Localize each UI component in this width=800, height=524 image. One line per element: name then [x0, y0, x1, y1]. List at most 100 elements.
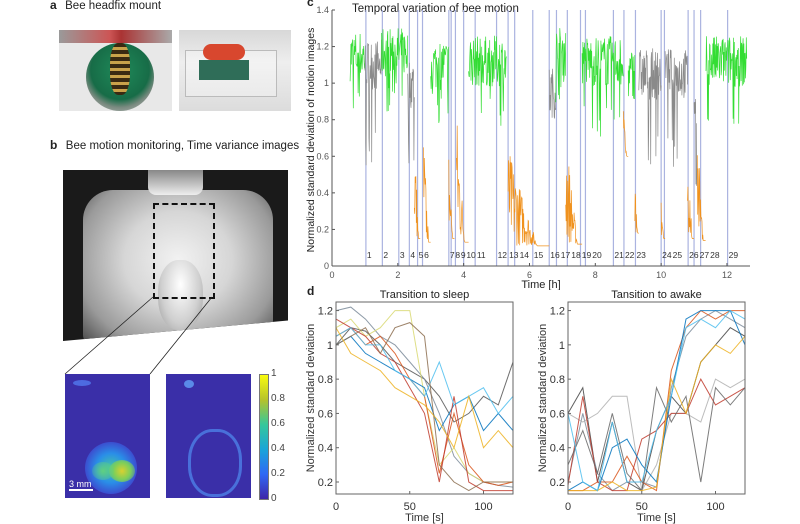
motion-trace-active — [381, 28, 409, 112]
y-tick-label: 0.8 — [318, 374, 333, 386]
motion-trace-rest — [664, 49, 688, 167]
motion-trace-sleep — [634, 193, 639, 234]
y-tick-label: 0.2 — [318, 477, 333, 489]
motion-trace-rest — [407, 62, 415, 164]
series-line — [567, 377, 746, 492]
series-line — [335, 318, 513, 492]
event-label: 19 — [582, 250, 592, 260]
event-label: 29 — [729, 250, 739, 260]
event-label: 7 — [450, 250, 455, 260]
event-label: 3 — [400, 250, 405, 260]
zoom-connector-lines — [64, 296, 213, 375]
motion-trace-sleep — [660, 202, 666, 239]
colorbar-tick: 0.4 — [271, 443, 285, 454]
motion-trace-sleep — [622, 111, 629, 157]
motion-trace-active — [627, 52, 636, 100]
x-tick-label: 0 — [329, 270, 334, 280]
event-label: 16 — [550, 250, 560, 260]
y-tick-label: 1.4 — [316, 5, 329, 15]
colorbar — [259, 374, 269, 500]
motion-trace-sleep — [448, 159, 455, 239]
bee-headfix-side-photo — [179, 30, 291, 111]
motion-trace-sleep — [413, 176, 421, 239]
event-label: 13 — [509, 250, 519, 260]
motion-trace-active — [555, 28, 567, 103]
motion-trace-active — [349, 33, 366, 109]
x-tick-label: 10 — [656, 270, 666, 280]
event-label: 10 — [466, 250, 476, 260]
transition-to-sleep-chart: Transition to sleep 0.2 0.4 0.6 0.8 1 1.2 0 50 10… — [305, 289, 514, 524]
colorbar-tick: 0.8 — [271, 393, 285, 404]
y-tick-label: 1 — [327, 340, 333, 352]
x-tick-label: 12 — [722, 270, 732, 280]
y-tick-label: 0.2 — [316, 224, 329, 234]
event-label: 25 — [673, 250, 683, 260]
y-tick-label: 0.8 — [316, 115, 329, 125]
event-label: 2 — [383, 250, 388, 260]
motion-trace-sleep — [565, 166, 583, 245]
y-tick-label: 1.2 — [318, 306, 333, 318]
series-line — [567, 309, 746, 492]
series-line — [567, 378, 746, 493]
y-tick-label: 0.4 — [316, 188, 329, 198]
event-label: 27 — [700, 250, 710, 260]
event-label: 5 — [419, 250, 424, 260]
temporal-variation-chart: Temporal variation of bee motion 0 0.2 0.4 0… — [305, 3, 750, 290]
y-tick-label: 0 — [324, 261, 329, 271]
event-label: 22 — [625, 250, 635, 260]
series-line — [335, 327, 514, 415]
motion-trace-rest — [364, 39, 382, 166]
chart-title: Tansition to awake — [611, 289, 702, 301]
bee-monitoring-photo — [63, 170, 288, 341]
motion-trace-active — [581, 36, 624, 137]
time-variance-image-sleep — [166, 374, 251, 498]
panel-a-header: a Bee headfix mount — [50, 0, 161, 14]
x-tick-label: 6 — [527, 270, 532, 280]
panel-b-header: b Bee motion monitoring, Time variance i… — [50, 136, 299, 154]
x-tick-label: 50 — [404, 501, 416, 513]
x-tick-label: 4 — [461, 270, 466, 280]
motion-trace-rest — [638, 48, 662, 165]
y-tick-label: 1 — [559, 340, 565, 352]
panel-b-label: b — [50, 138, 58, 152]
motion-trace-rest — [693, 98, 698, 186]
bee-headfix-top-photo — [59, 30, 172, 111]
event-label: 12 — [498, 250, 508, 260]
event-label: 1 — [367, 250, 372, 260]
y-tick-label: 0.2 — [550, 477, 565, 489]
event-label: 26 — [689, 250, 699, 260]
series-line — [567, 385, 746, 492]
y-tick-label: 0.6 — [316, 151, 329, 161]
x-axis-label: Time [s] — [637, 512, 676, 524]
x-tick-label: 100 — [706, 501, 724, 513]
x-axis-label: Time [h] — [521, 279, 560, 290]
event-label: 18 — [571, 250, 581, 260]
series-line — [335, 327, 514, 486]
motion-trace-sleep — [507, 156, 550, 247]
x-axis-label: Time [s] — [405, 512, 444, 524]
colorbar-tick: 0.2 — [271, 468, 285, 479]
x-tick-label: 0 — [333, 501, 339, 513]
motion-trace-active — [430, 43, 450, 123]
panel-d-label: d — [307, 284, 315, 298]
event-label: 8 — [455, 250, 460, 260]
series-line — [335, 327, 514, 449]
colorbar-tick: 0.6 — [271, 418, 285, 429]
colorbar-ticks: 1 0.8 0.6 0.4 0.2 0 — [271, 368, 285, 504]
zoom-region-box — [153, 203, 215, 299]
plot-frame — [567, 301, 746, 495]
colorbar-tick: 0 — [271, 493, 277, 504]
y-axis-label: Normalized standard deviation of motion … — [305, 28, 317, 253]
panel-a-label: a — [50, 0, 57, 12]
y-tick-label: 1.2 — [550, 306, 565, 318]
connector-line-left — [64, 296, 154, 375]
y-tick-label: 0.4 — [550, 443, 565, 455]
y-tick-label: 0.8 — [550, 374, 565, 386]
panel-b-title: Bee motion monitoring, Time variance ima… — [65, 140, 300, 152]
event-label: 4 — [410, 250, 415, 260]
event-label: 6 — [424, 250, 429, 260]
motion-trace-sleep — [687, 186, 694, 239]
motion-trace-sleep — [696, 155, 706, 241]
event-label: 20 — [592, 250, 602, 260]
time-variance-image-awake: 3 mm — [65, 374, 150, 498]
